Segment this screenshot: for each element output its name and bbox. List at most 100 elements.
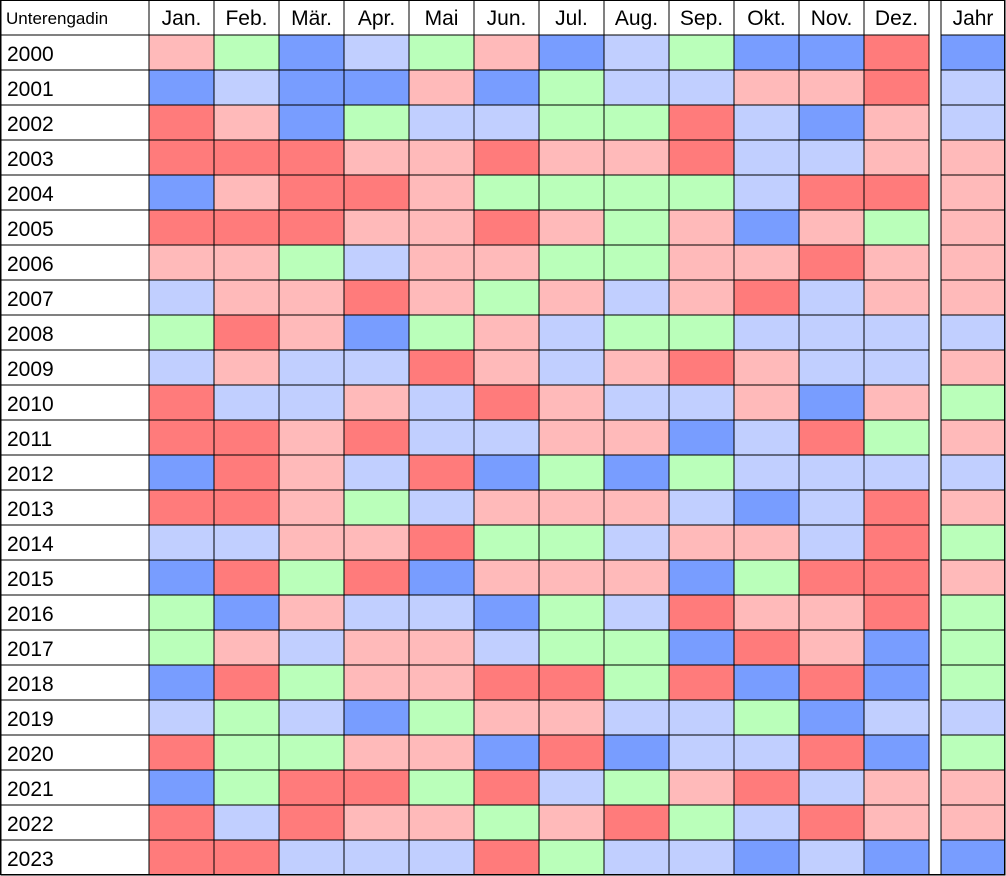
year-label: 2019: [7, 708, 54, 731]
cell-2003-5: [408, 139, 475, 176]
cell-2014-5: [408, 524, 475, 561]
year-cell: [0, 279, 150, 316]
cell-2019-11: [798, 699, 865, 736]
cell-2020-7: [538, 734, 605, 771]
cell-2003-3: [278, 139, 345, 176]
column-label: Jul.: [555, 7, 588, 30]
cell-2000-13: [940, 34, 1006, 71]
year-cell: [0, 664, 150, 701]
cell-2023-7: [538, 839, 605, 876]
cell-2021-10: [733, 769, 800, 806]
cell-2008-4: [343, 314, 410, 351]
year-label: 2008: [7, 323, 54, 346]
cell-2019-1: [148, 699, 215, 736]
cell-2014-7: [538, 524, 605, 561]
cell-2009-4: [343, 349, 410, 386]
cell-2000-4: [343, 34, 410, 71]
cell-2012-1: [148, 454, 215, 491]
cell-2002-5: [408, 104, 475, 141]
year-label: 2014: [7, 533, 54, 556]
cell-2008-2: [213, 314, 280, 351]
year-label: 2006: [7, 253, 54, 276]
year-cell: [0, 384, 150, 421]
year-cell: [0, 244, 150, 281]
cell-2012-4: [343, 454, 410, 491]
cell-2023-12: [863, 839, 930, 876]
cell-2010-11: [798, 384, 865, 421]
cell-2012-5: [408, 454, 475, 491]
cell-2018-12: [863, 664, 930, 701]
year-cell: [0, 314, 150, 351]
cell-2016-4: [343, 594, 410, 631]
cell-2000-7: [538, 34, 605, 71]
cell-2019-10: [733, 699, 800, 736]
heatmap-labels: Unterengadin Jan. Feb. Mär. Apr. Mai Jun. Jul. A…: [6, 7, 993, 871]
cell-2006-10: [733, 244, 800, 281]
cell-2003-11: [798, 139, 865, 176]
cell-2019-12: [863, 699, 930, 736]
cell-2019-8: [603, 699, 670, 736]
cell-2000-11: [798, 34, 865, 71]
cell-2018-2: [213, 664, 280, 701]
cell-2006-5: [408, 244, 475, 281]
cell-2007-9: [668, 279, 735, 316]
cell-2006-6: [473, 244, 540, 281]
year-label: 2015: [7, 568, 54, 591]
cell-2006-11: [798, 244, 865, 281]
cell-2016-9: [668, 594, 735, 631]
cell-2017-9: [668, 629, 735, 666]
cell-2008-3: [278, 314, 345, 351]
cell-2013-5: [408, 489, 475, 526]
year-label: 2005: [7, 218, 54, 241]
year-label: 2022: [7, 813, 54, 836]
year-cell: [0, 349, 150, 386]
cell-2013-3: [278, 489, 345, 526]
cell-2015-9: [668, 559, 735, 596]
cell-2009-12: [863, 349, 930, 386]
cell-2018-13: [940, 664, 1006, 701]
cell-2012-2: [213, 454, 280, 491]
year-label: 2007: [7, 288, 54, 311]
cell-2009-5: [408, 349, 475, 386]
year-cell: [0, 454, 150, 491]
cell-2007-12: [863, 279, 930, 316]
cell-2017-6: [473, 629, 540, 666]
cell-2009-3: [278, 349, 345, 386]
cell-2023-9: [668, 839, 735, 876]
cell-2023-4: [343, 839, 410, 876]
cell-2005-1: [148, 209, 215, 246]
cell-2007-2: [213, 279, 280, 316]
cell-2004-7: [538, 174, 605, 211]
cell-2008-6: [473, 314, 540, 351]
cell-2012-13: [940, 454, 1006, 491]
cell-2023-5: [408, 839, 475, 876]
cell-2000-1: [148, 34, 215, 71]
cell-2009-1: [148, 349, 215, 386]
cell-2006-2: [213, 244, 280, 281]
cell-2004-2: [213, 174, 280, 211]
header-region-cell: [0, 0, 150, 36]
cell-2023-8: [603, 839, 670, 876]
cell-2011-3: [278, 419, 345, 456]
year-label: 2009: [7, 358, 54, 381]
cell-2003-1: [148, 139, 215, 176]
cell-2001-7: [538, 69, 605, 106]
cell-2010-6: [473, 384, 540, 421]
cell-2003-8: [603, 139, 670, 176]
cell-2014-3: [278, 524, 345, 561]
cell-2000-9: [668, 34, 735, 71]
cell-2005-6: [473, 209, 540, 246]
cell-2015-11: [798, 559, 865, 596]
year-cell: [0, 489, 150, 526]
cell-2010-5: [408, 384, 475, 421]
cell-2002-6: [473, 104, 540, 141]
cell-2016-2: [213, 594, 280, 631]
cell-2021-3: [278, 769, 345, 806]
cell-2018-3: [278, 664, 345, 701]
cell-2011-5: [408, 419, 475, 456]
cell-2021-8: [603, 769, 670, 806]
year-label: 2001: [7, 78, 54, 101]
cell-2009-13: [940, 349, 1006, 386]
